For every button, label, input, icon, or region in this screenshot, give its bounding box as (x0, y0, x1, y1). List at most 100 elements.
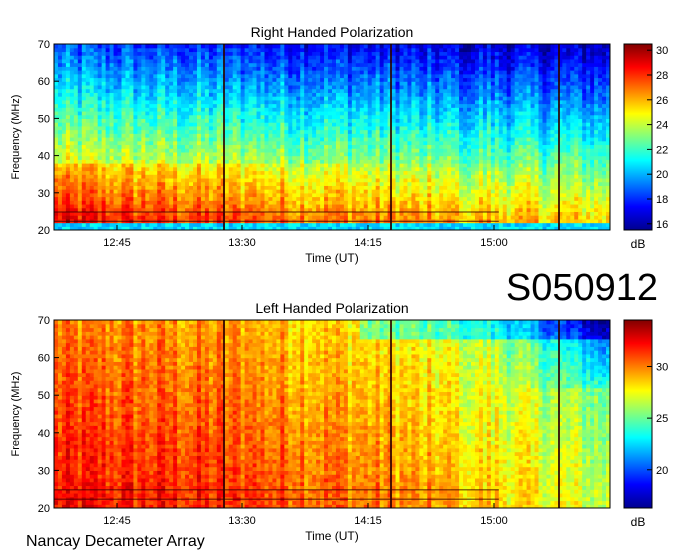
heat-cell (435, 44, 440, 49)
heat-cell (328, 110, 333, 116)
heat-cell (328, 226, 333, 230)
heat-cell (403, 110, 409, 116)
heat-cell (145, 166, 150, 172)
heat-cell (411, 215, 416, 220)
heat-cell (363, 118, 369, 123)
heat-cell (161, 215, 166, 220)
heat-cell (145, 200, 150, 205)
heat-cell (367, 103, 373, 108)
heat-cell (367, 84, 373, 90)
heat-cell (169, 47, 174, 53)
heat-cell (93, 66, 99, 71)
heat-cell (383, 51, 389, 56)
heat-cell (157, 196, 162, 201)
heat-cell (347, 189, 353, 194)
heat-cell (228, 62, 234, 67)
heat-cell (332, 107, 337, 112)
heat-cell (328, 203, 333, 209)
heat-cell (85, 92, 91, 97)
heat-cell (54, 129, 59, 134)
heat-cell (387, 196, 393, 201)
heat-cell (312, 144, 317, 149)
heat-cell (427, 58, 432, 64)
heat-cell (304, 215, 309, 220)
heat-cell (244, 66, 250, 71)
heat-cell (93, 88, 99, 93)
heat-cell (248, 185, 254, 190)
heat-cell (308, 196, 313, 201)
heat-cell (77, 207, 83, 212)
heat-cell (264, 70, 270, 75)
heat-cell (351, 77, 357, 82)
heat-cell (77, 174, 83, 179)
heat-cell (85, 140, 91, 146)
heat-cell (244, 110, 250, 116)
heat-cell (371, 133, 377, 138)
heat-cell (121, 47, 127, 53)
heat-cell (411, 47, 416, 53)
heat-cell (280, 226, 285, 230)
heat-cell (81, 137, 87, 142)
heat-cell (54, 189, 59, 194)
heat-cell (161, 170, 166, 175)
heat-cell (387, 159, 393, 164)
heat-cell (411, 125, 416, 131)
heat-cell (443, 166, 448, 172)
heat-cell (208, 103, 214, 108)
heat-cell (224, 73, 230, 79)
heat-cell (256, 96, 262, 101)
heat-cell (101, 222, 107, 227)
heat-cell (292, 77, 297, 82)
heat-cell (73, 163, 79, 168)
heat-cell (363, 163, 369, 168)
heat-cell (427, 73, 432, 79)
heat-cell (97, 207, 103, 212)
heat-cell (308, 77, 313, 82)
heat-cell (379, 211, 385, 216)
heat-cell (343, 88, 349, 93)
heat-cell (69, 84, 75, 90)
heat-cell (113, 189, 119, 194)
heat-cell (113, 66, 119, 71)
heat-cell (335, 166, 341, 172)
heat-cell (200, 88, 206, 93)
heat-cell (308, 215, 313, 220)
heat-cell (411, 73, 416, 79)
heat-cell (367, 155, 373, 160)
heat-cell (324, 200, 329, 205)
heat-cell (177, 110, 182, 116)
heat-cell (355, 196, 361, 201)
heat-cell (224, 222, 230, 227)
heat-cell (185, 148, 190, 153)
heat-cell (248, 129, 254, 134)
heat-cell (77, 200, 83, 205)
heat-cell (296, 185, 301, 190)
heat-cell (125, 189, 131, 194)
heat-cell (284, 51, 289, 56)
heat-cell (240, 84, 246, 90)
heat-cell (407, 114, 413, 119)
heat-cell (332, 144, 337, 149)
heat-cell (367, 177, 373, 183)
heat-cell (347, 144, 353, 149)
heat-cell (61, 140, 67, 146)
heat-cell (399, 114, 405, 119)
heat-cell (109, 148, 115, 153)
heat-cell (276, 192, 281, 198)
heat-cell (435, 92, 440, 97)
heat-cell (228, 196, 234, 201)
heat-cell (69, 203, 75, 209)
heat-cell (332, 96, 337, 101)
heat-cell (387, 215, 393, 220)
heat-cell (204, 110, 210, 116)
heat-cell (93, 118, 99, 123)
heat-cell (447, 159, 452, 164)
heat-cell (200, 58, 206, 64)
heat-cell (208, 200, 214, 205)
heat-cell (316, 58, 321, 64)
heat-cell (93, 226, 99, 230)
heat-cell (81, 62, 87, 67)
heat-cell (355, 189, 361, 194)
heat-cell (61, 222, 67, 227)
heat-cell (81, 174, 87, 179)
